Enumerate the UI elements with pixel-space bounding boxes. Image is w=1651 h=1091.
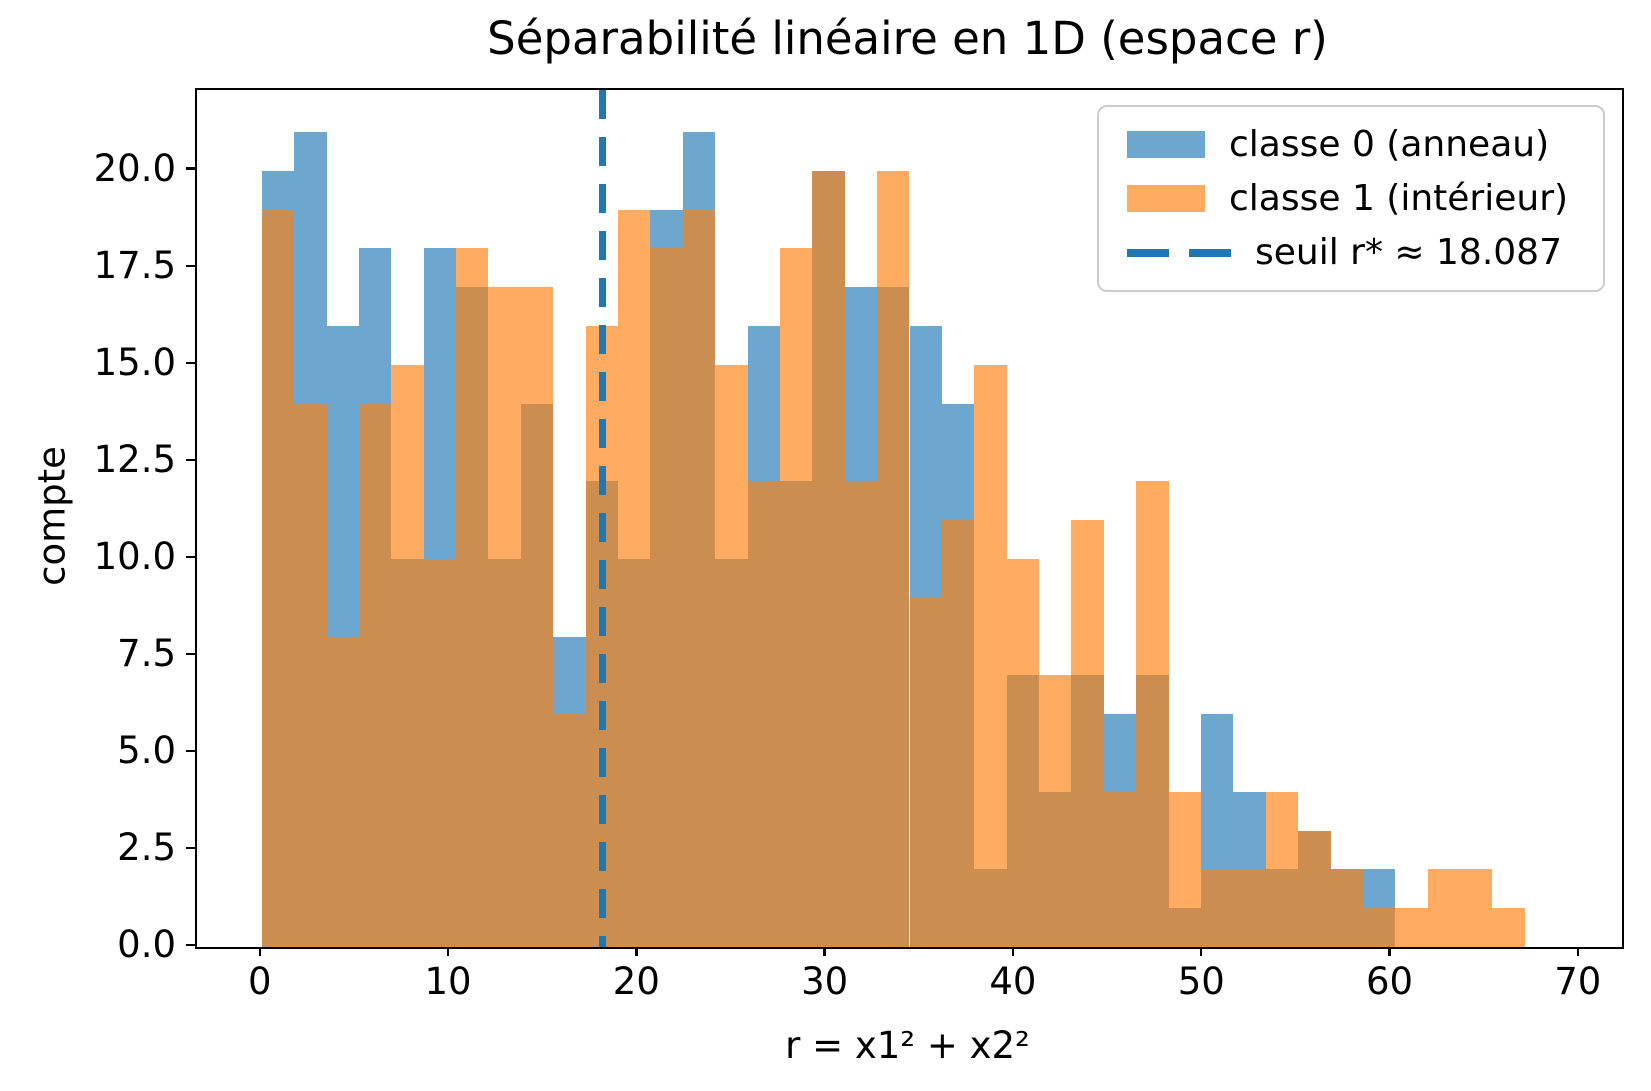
bar-classe1-bin37	[1460, 869, 1493, 947]
x-tick	[635, 947, 638, 956]
y-tick-label: 10.0	[93, 534, 176, 578]
bar-classe1-bin18	[844, 481, 878, 947]
bar-classe1-bin38	[1492, 908, 1525, 947]
bar-classe1-bin32	[1298, 830, 1331, 947]
bar-classe1-bin11	[618, 209, 651, 947]
y-tick	[186, 846, 195, 850]
bar-classe1-bin3	[358, 403, 392, 947]
chart-title: Séparabilité linéaire en 1D (espace r)	[487, 12, 1328, 65]
x-tick-label: 20	[612, 960, 660, 1003]
bar-classe1-bin15	[747, 481, 780, 947]
y-tick-label: 20.0	[93, 146, 176, 190]
y-tick-label: 0.0	[117, 923, 176, 966]
bar-classe1-bin7	[488, 287, 521, 947]
bar-classe1-bin14	[715, 364, 748, 947]
x-tick	[1576, 947, 1580, 956]
bar-classe1-bin6	[456, 248, 489, 947]
x-tick	[1388, 947, 1391, 956]
y-tick	[186, 264, 195, 267]
legend-swatch-classe-0	[1127, 130, 1205, 158]
bar-classe1-bin8	[520, 287, 554, 947]
legend-item-classe-0: classe 0 (anneau)	[1127, 118, 1603, 170]
bar-classe1-bin20	[909, 597, 942, 947]
legend-swatch-threshold	[1127, 239, 1231, 266]
bar-classe1-bin2	[326, 636, 359, 947]
bar-classe1-bin9	[553, 714, 586, 947]
bar-classe1-bin24	[1039, 675, 1072, 947]
dashed-line-swatch-icon	[1127, 248, 1231, 257]
bar-classe1-bin16	[779, 248, 813, 947]
y-tick-label: 2.5	[117, 825, 176, 869]
bar-classe1-bin27	[1136, 481, 1169, 947]
y-tick-label: 5.0	[117, 728, 176, 772]
x-tick-label: 0	[247, 960, 272, 1003]
threshold-line	[598, 90, 606, 947]
x-tick	[1199, 947, 1203, 956]
bar-classe1-bin28	[1168, 791, 1201, 947]
bar-classe1-bin5	[423, 558, 457, 947]
y-tick-label: 15.0	[93, 340, 176, 384]
legend-label-classe-0: classe 0 (anneau)	[1229, 123, 1550, 165]
x-axis-label: r = x1² + x2²	[785, 1024, 1030, 1067]
bar-classe1-bin12	[650, 248, 683, 947]
y-tick	[186, 361, 195, 365]
y-tick-label: 12.5	[93, 437, 176, 481]
bar-classe1-bin29	[1200, 869, 1234, 947]
y-tick-label: 7.5	[117, 631, 176, 675]
x-tick-label: 40	[989, 960, 1037, 1003]
x-tick	[1011, 947, 1015, 956]
bar-classe1-bin22	[974, 364, 1007, 947]
bar-classe1-bin33	[1330, 869, 1363, 947]
bar-classe1-bin25	[1071, 520, 1104, 947]
y-tick-label: 17.5	[93, 243, 176, 287]
x-tick	[258, 947, 262, 956]
bar-classe1-bin21	[941, 520, 975, 947]
x-tick	[823, 947, 826, 956]
bar-classe1-bin23	[1006, 558, 1040, 947]
legend-label-classe-1: classe 1 (intérieur)	[1229, 177, 1569, 219]
bar-classe1-bin0	[261, 209, 295, 947]
legend-item-classe-1: classe 1 (intérieur)	[1127, 172, 1603, 224]
legend-item-threshold: seuil r* ≈ 18.087	[1127, 227, 1603, 279]
bar-classe1-bin26	[1103, 791, 1137, 947]
y-tick	[186, 749, 195, 753]
bar-classe1-bin4	[391, 364, 424, 947]
x-tick	[446, 947, 450, 956]
y-tick	[186, 943, 195, 947]
x-tick-label: 10	[424, 960, 472, 1003]
x-tick-label: 30	[801, 960, 849, 1003]
bar-classe1-bin30	[1233, 869, 1266, 947]
y-tick	[186, 555, 195, 559]
x-tick-label: 50	[1177, 960, 1225, 1003]
bar-classe1-bin35	[1395, 908, 1428, 947]
bar-classe1-bin34	[1362, 908, 1396, 947]
bar-classe1-bin1	[294, 403, 327, 947]
bar-classe1-bin17	[812, 170, 845, 947]
legend-swatch-classe-1	[1127, 184, 1205, 212]
bar-classe1-bin13	[682, 209, 716, 947]
legend-label-threshold: seuil r* ≈ 18.087	[1255, 232, 1562, 274]
bar-classe1-bin31	[1265, 791, 1299, 947]
y-tick	[186, 458, 195, 462]
legend: classe 0 (anneau) classe 1 (intérieur) s…	[1097, 105, 1605, 292]
x-tick-label: 60	[1365, 960, 1414, 1003]
bar-classe1-bin36	[1427, 869, 1461, 947]
y-tick	[186, 167, 195, 170]
bar-classe1-bin19	[877, 170, 910, 947]
y-tick	[186, 652, 195, 656]
x-tick-label: 70	[1554, 960, 1602, 1003]
